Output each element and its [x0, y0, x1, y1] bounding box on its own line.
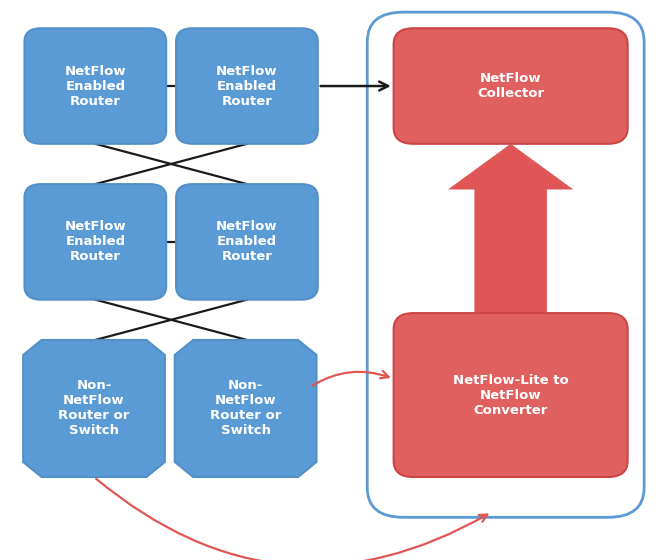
Text: NetFlow
Enabled
Router: NetFlow Enabled Router — [216, 221, 278, 263]
Polygon shape — [175, 340, 316, 477]
Text: Non-
NetFlow
Router or
Switch: Non- NetFlow Router or Switch — [58, 380, 130, 437]
FancyBboxPatch shape — [176, 184, 318, 300]
Text: NetFlow
Enabled
Router: NetFlow Enabled Router — [216, 64, 278, 108]
Text: NetFlow
Collector: NetFlow Collector — [477, 72, 544, 100]
FancyBboxPatch shape — [394, 28, 628, 144]
Text: NetFlow-Lite to
NetFlow
Converter: NetFlow-Lite to NetFlow Converter — [453, 374, 569, 417]
Polygon shape — [448, 144, 573, 313]
FancyBboxPatch shape — [24, 184, 166, 300]
FancyBboxPatch shape — [176, 28, 318, 144]
FancyBboxPatch shape — [24, 28, 166, 144]
Text: Non-
NetFlow
Router or
Switch: Non- NetFlow Router or Switch — [210, 380, 281, 437]
FancyBboxPatch shape — [394, 313, 628, 477]
Text: NetFlow
Enabled
Router: NetFlow Enabled Router — [64, 64, 126, 108]
Text: NetFlow
Enabled
Router: NetFlow Enabled Router — [64, 221, 126, 263]
Polygon shape — [23, 340, 165, 477]
